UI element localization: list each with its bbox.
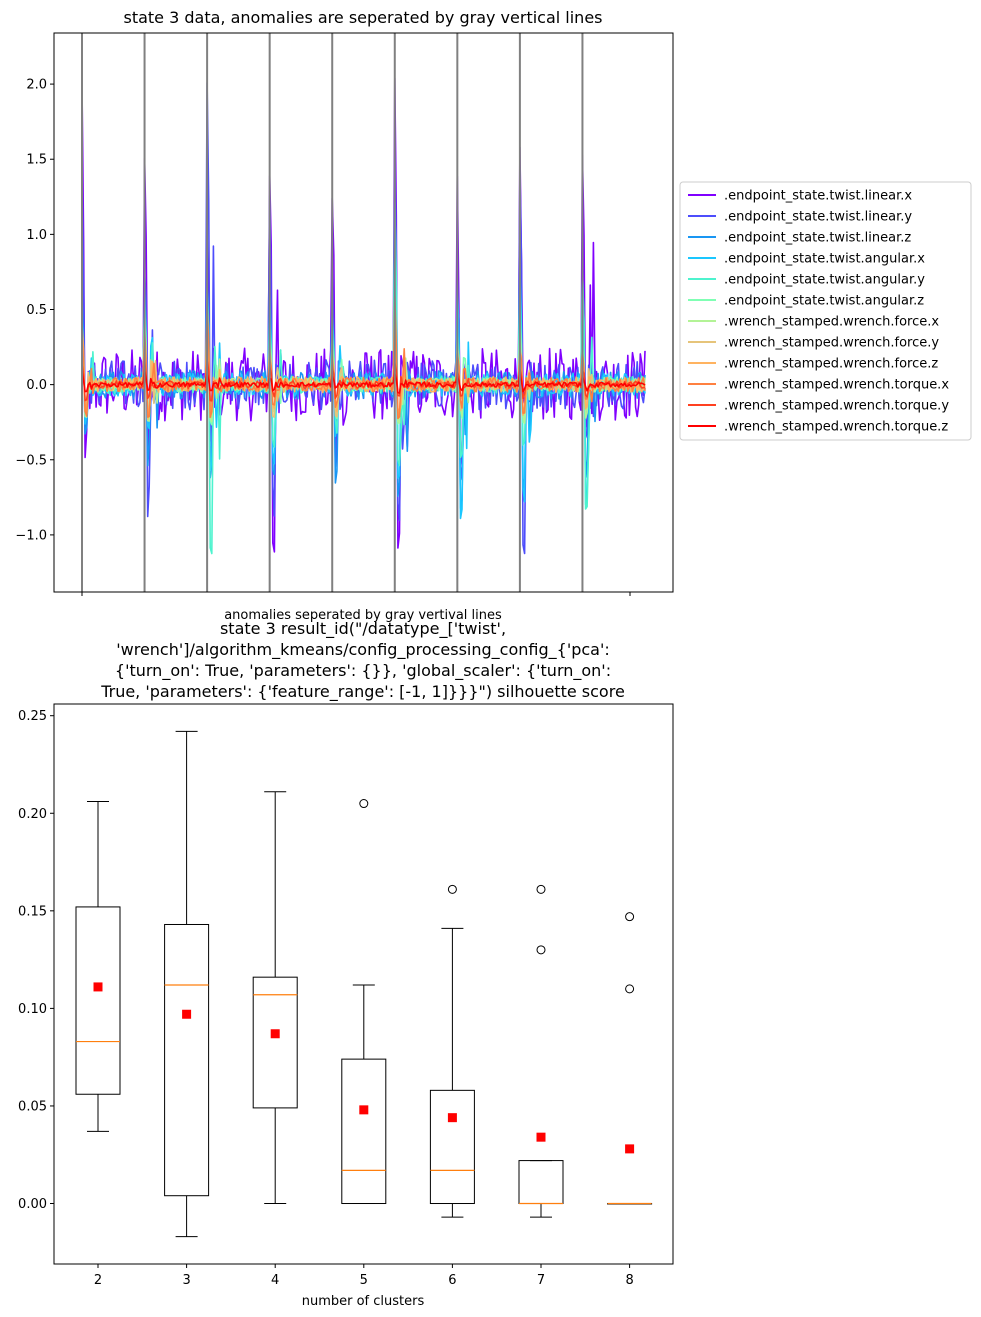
box-group: [164, 730, 210, 1238]
box-mean-marker: [93, 982, 103, 992]
box-group: [341, 799, 387, 1205]
top-y-tick-label: 1.0: [26, 228, 47, 243]
top-y-axis: −1.0 −0.5 0.0 0.5 1.0 1.5 2.0: [15, 78, 54, 543]
legend-label: .wrench_stamped.wrench.torque.z: [724, 420, 948, 435]
boxes-layer: [75, 730, 653, 1238]
box-group: [607, 912, 653, 1205]
legend-label: .endpoint_state.twist.angular.z: [724, 294, 924, 309]
bottom-x-tick-label: 8: [625, 1273, 633, 1288]
bottom-x-tick-label: 6: [448, 1273, 456, 1288]
legend-frame: [679, 181, 972, 441]
top-x-axis: [81, 592, 631, 596]
top-chart-title: state 3 data, anomalies are seperated by…: [123, 8, 602, 27]
bottom-x-tick-label: 4: [271, 1273, 279, 1288]
box-mean-marker: [536, 1132, 546, 1142]
bottom-y-tick-label: 0.10: [18, 1002, 47, 1017]
legend-label: .wrench_stamped.wrench.force.y: [724, 336, 939, 351]
box-flier: [359, 799, 369, 809]
top-line-chart: state 3 data, anomalies are seperated by…: [15, 8, 972, 623]
box-flier: [447, 884, 457, 894]
bottom-title-line: True, 'parameters': {'feature_range': [-…: [100, 682, 625, 702]
top-y-tick-label: 0.0: [26, 378, 47, 393]
top-y-tick-label: 2.0: [26, 78, 47, 93]
box-flier: [536, 945, 546, 955]
bottom-x-axis: 2 3 4 5 6 7 8: [94, 1264, 634, 1288]
box-mean-marker: [182, 1009, 192, 1019]
box-flier: [625, 912, 635, 922]
bottom-x-tick-label: 3: [182, 1273, 190, 1288]
box-mean-marker: [447, 1113, 457, 1123]
box-group: [518, 884, 564, 1218]
legend-label: .endpoint_state.twist.linear.y: [724, 210, 912, 225]
bottom-title-line: 'wrench']/algorithm_kmeans/config_proces…: [116, 640, 610, 660]
series-line: [81, 285, 646, 509]
bottom-y-tick-label: 0.00: [18, 1197, 47, 1212]
bottom-x-tick-label: 2: [94, 1273, 102, 1288]
box-group: [429, 884, 475, 1218]
bottom-chart-title: state 3 result_id("/datatype_['twist','w…: [100, 619, 625, 702]
legend-label: .wrench_stamped.wrench.force.x: [724, 315, 939, 330]
legend-label: .wrench_stamped.wrench.force.z: [724, 357, 938, 372]
legend-label: .endpoint_state.twist.linear.x: [724, 189, 912, 204]
legend-label: .wrench_stamped.wrench.torque.y: [724, 399, 949, 414]
bottom-x-tick-label: 7: [537, 1273, 545, 1288]
series-line: [81, 295, 646, 420]
top-y-tick-label: 0.5: [26, 303, 47, 318]
box-group: [75, 801, 121, 1132]
anomaly-separator-layer: [81, 33, 584, 592]
bottom-y-tick-label: 0.20: [18, 807, 47, 822]
series-line: [81, 369, 646, 394]
legend-label: .endpoint_state.twist.angular.x: [724, 252, 925, 267]
box-mean-marker: [270, 1029, 280, 1039]
bottom-title-line: {'turn_on': True, 'parameters': {}}, 'gl…: [115, 661, 611, 681]
box-mean-marker: [625, 1144, 635, 1154]
box-mean-marker: [359, 1105, 369, 1115]
bottom-y-tick-label: 0.05: [18, 1099, 47, 1114]
top-y-tick-label: 1.5: [26, 153, 47, 168]
top-plot-background: [54, 33, 673, 592]
box-flier: [536, 884, 546, 894]
legend-label: .endpoint_state.twist.linear.z: [724, 231, 911, 246]
legend-items: .endpoint_state.twist.linear.x .endpoint_…: [688, 189, 949, 435]
bottom-box-plot: state 3 result_id("/datatype_['twist','w…: [18, 619, 674, 1309]
bottom-x-tick-label: 5: [360, 1273, 368, 1288]
bottom-plot-background: [54, 704, 673, 1264]
bottom-y-tick-label: 0.25: [18, 709, 47, 724]
bottom-y-axis: 0.00 0.05 0.10 0.15 0.20 0.25: [18, 709, 54, 1212]
top-series-layer: [81, 77, 646, 555]
top-y-tick-label: −0.5: [15, 453, 47, 468]
top-y-tick-label: −1.0: [15, 528, 47, 543]
bottom-x-axis-label: number of clusters: [302, 1294, 425, 1309]
top-plot-frame: [53, 32, 674, 593]
bottom-title-line: state 3 result_id("/datatype_['twist',: [220, 619, 506, 639]
legend-label: .wrench_stamped.wrench.torque.x: [724, 378, 949, 393]
box-flier: [625, 984, 635, 994]
series-line: [81, 200, 646, 520]
box-group: [252, 791, 298, 1205]
top-x-axis-label: anomalies seperated by gray vertival lin…: [224, 608, 502, 623]
legend-label: .endpoint_state.twist.angular.y: [724, 273, 925, 288]
legend: .endpoint_state.twist.linear.x .endpoint_…: [679, 181, 972, 441]
bottom-y-tick-label: 0.15: [18, 904, 47, 919]
